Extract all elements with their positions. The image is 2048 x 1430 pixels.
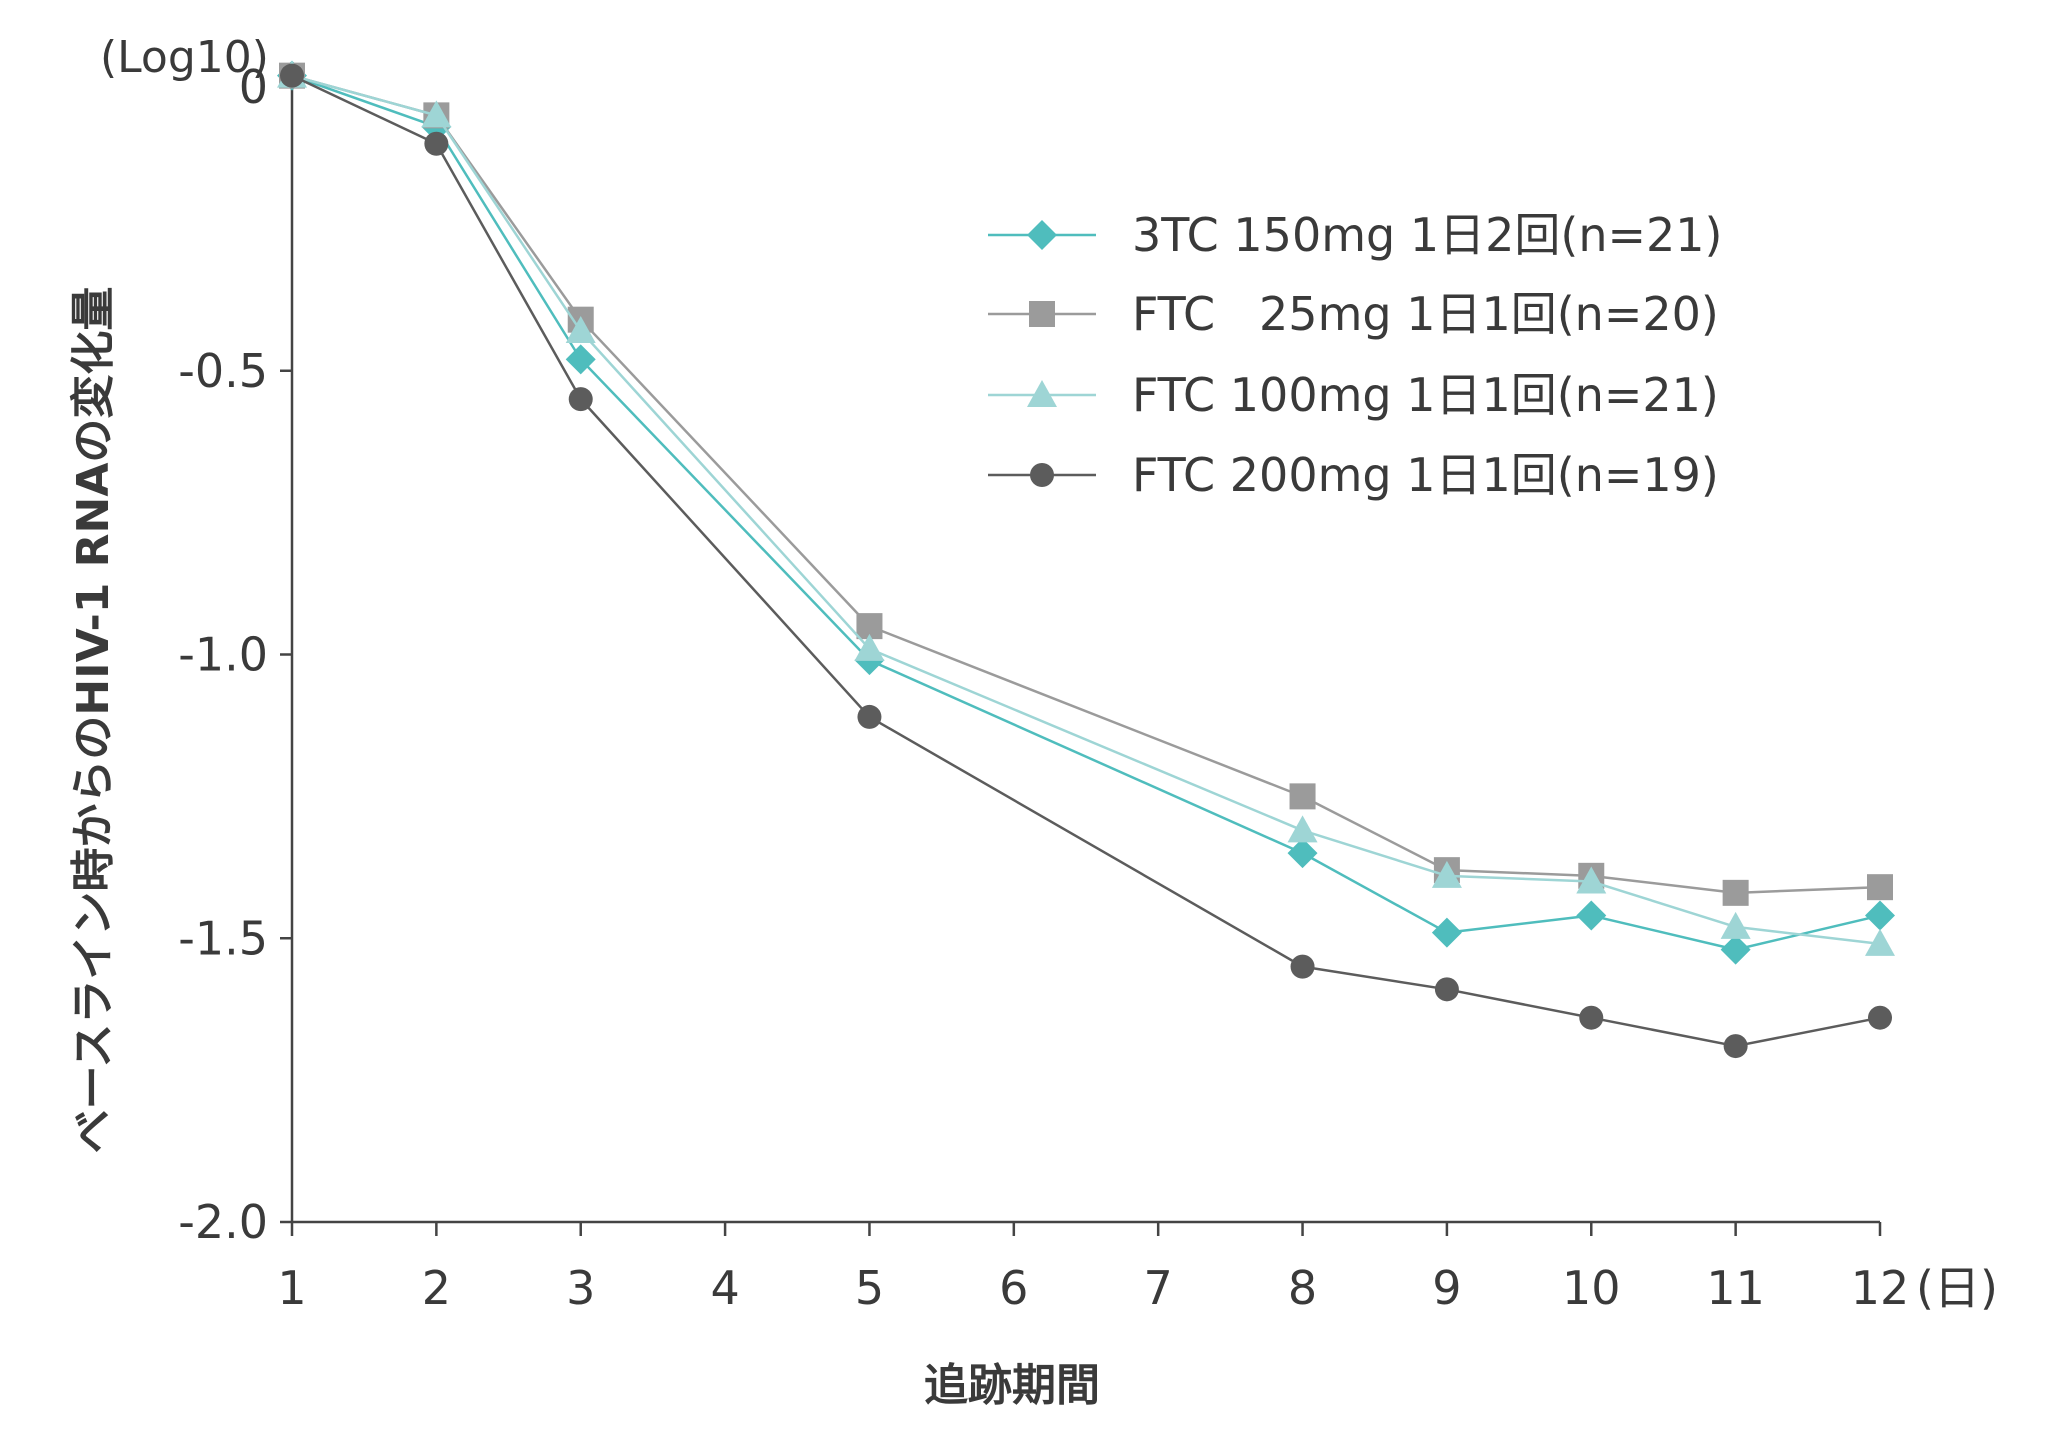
x-tick-label: 12 — [1851, 1261, 1910, 1315]
series-group — [277, 60, 1895, 965]
series-group — [280, 63, 1892, 1059]
data-point — [1722, 879, 1749, 906]
series-group — [277, 60, 1895, 956]
legend-marker — [1027, 220, 1057, 250]
legend-label: 3TC 150mg 1日2回(n=21) — [1132, 208, 1723, 262]
y-ticks: 0 -0.5 -1.0 -1.5 -2.0 — [178, 60, 292, 1249]
x-tick-label: 6 — [999, 1261, 1028, 1315]
legend-item: 3TC 150mg 1日2回(n=21) — [988, 208, 1723, 262]
data-point — [854, 633, 885, 661]
legend-item: FTC 200mg 1日1回(n=19) — [988, 448, 1719, 502]
x-tick-label: 5 — [855, 1261, 884, 1315]
data-point — [1576, 900, 1607, 931]
data-point — [857, 704, 882, 729]
data-point — [1434, 977, 1459, 1002]
legend-label: FTC 200mg 1日1回(n=19) — [1132, 448, 1719, 502]
legend-marker — [1029, 301, 1055, 327]
data-point — [1865, 928, 1895, 956]
data-point — [565, 316, 596, 344]
series-layer — [277, 60, 1895, 1059]
legend-marker — [1027, 380, 1057, 407]
legend-label: FTC 100mg 1日1回(n=21) — [1132, 368, 1719, 422]
data-point — [1579, 1005, 1604, 1030]
x-tick-label: 11 — [1706, 1261, 1765, 1315]
x-tick-label: 4 — [710, 1261, 739, 1315]
x-unit-label: (日) — [1916, 1261, 1998, 1315]
y-tick-label: -1.0 — [178, 628, 268, 682]
data-point — [1431, 860, 1462, 888]
y-axis-title: ベースライン時からのHIV-1 RNAの変化量 — [68, 287, 119, 1154]
series-line — [291, 74, 1881, 946]
data-point — [1868, 1005, 1892, 1030]
data-point — [1723, 1034, 1748, 1059]
x-tick-label: 3 — [566, 1261, 595, 1315]
series-line — [291, 74, 1881, 951]
data-point — [565, 344, 596, 375]
x-axis-title: 追跡期間 — [924, 1360, 1100, 1411]
data-point — [1865, 900, 1895, 931]
x-tick-label: 8 — [1288, 1261, 1317, 1315]
legend: 3TC 150mg 1日2回(n=21) FTC 25mg 1日1回(n=20) F… — [988, 208, 1723, 502]
x-tick-label: 9 — [1432, 1261, 1461, 1315]
data-point — [1287, 815, 1318, 843]
data-point — [1290, 954, 1315, 979]
data-point — [1576, 866, 1607, 894]
axes — [290, 79, 1880, 1224]
data-point — [1431, 917, 1462, 948]
data-point — [424, 131, 449, 156]
legend-marker — [1030, 463, 1054, 487]
x-ticks: 1 2 3 4 5 6 7 8 9 10 11 12 — [277, 1222, 1909, 1315]
data-point — [568, 387, 593, 412]
data-point — [1289, 783, 1316, 810]
legend-label: FTC 25mg 1日1回(n=20) — [1132, 287, 1719, 341]
y-unit-label: (Log10) — [100, 32, 269, 83]
data-point — [1720, 911, 1751, 939]
data-point — [1867, 874, 1893, 901]
data-point — [280, 63, 304, 88]
x-tick-label: 1 — [277, 1261, 306, 1315]
x-tick-label: 10 — [1562, 1261, 1621, 1315]
y-tick-label: -2.0 — [178, 1195, 268, 1249]
x-tick-label: 7 — [1144, 1261, 1173, 1315]
y-tick-label: -0.5 — [178, 344, 268, 398]
legend-item: FTC 100mg 1日1回(n=21) — [988, 368, 1719, 422]
y-tick-label: 0 — [239, 60, 268, 114]
legend-item: FTC 25mg 1日1回(n=20) — [988, 287, 1719, 341]
y-tick-label: -1.5 — [178, 911, 268, 965]
data-point — [1720, 934, 1751, 965]
x-tick-label: 2 — [422, 1261, 451, 1315]
data-point — [1287, 838, 1318, 869]
data-point — [421, 100, 452, 128]
